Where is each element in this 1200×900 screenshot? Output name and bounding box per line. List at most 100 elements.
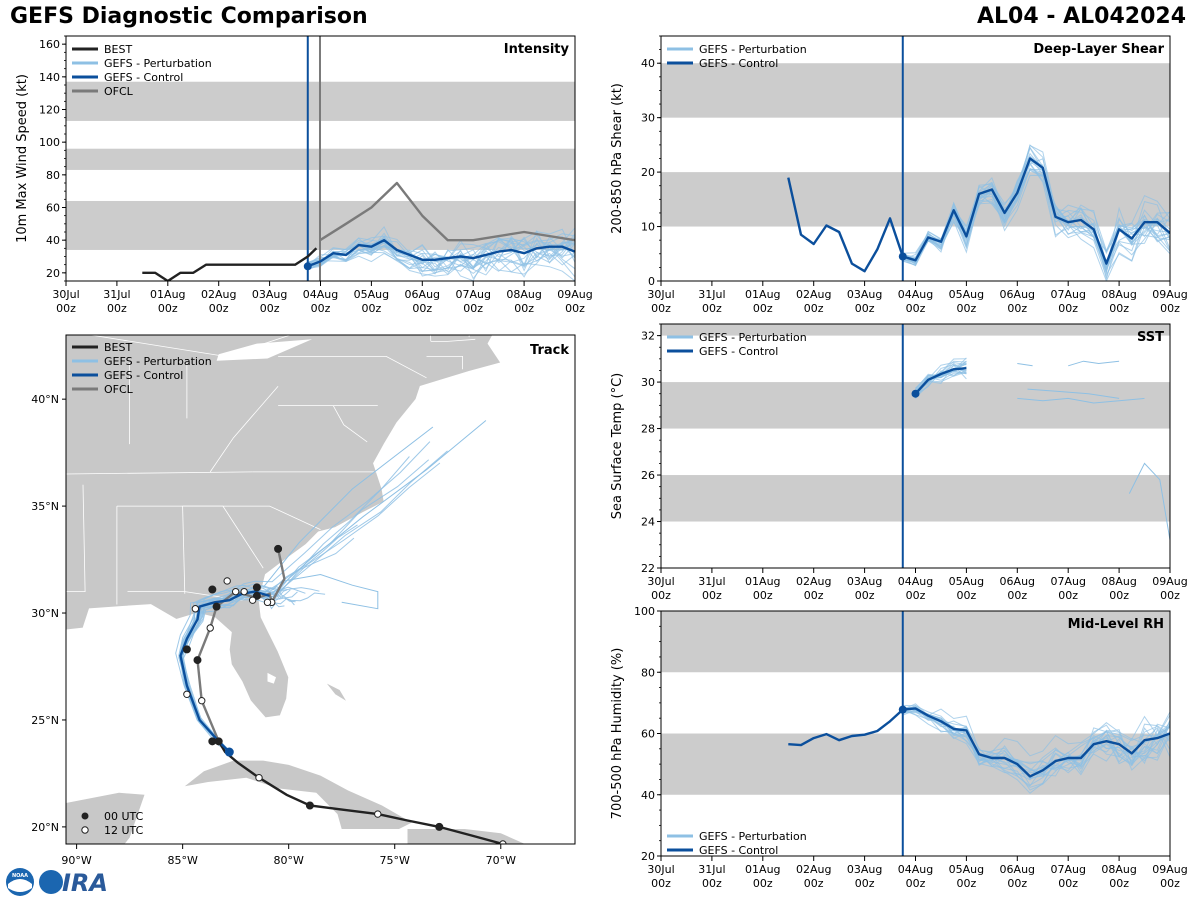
x-tick-label: 30Jul: [647, 863, 674, 876]
y-tick-label: 160: [39, 38, 60, 51]
perturbation-line: [1068, 360, 1120, 367]
land-cuba: [184, 760, 412, 829]
x-tick-hour: 00z: [957, 877, 977, 890]
x-tick-label: 06Aug: [1000, 288, 1035, 301]
cira-logo-text: IRA: [62, 869, 108, 897]
legend-label: 12 UTC: [104, 824, 144, 837]
y-tick-label: 20: [641, 850, 655, 863]
y-axis-label: Sea Surface Temp (°C): [610, 373, 625, 520]
x-tick-label: 07Aug: [1050, 575, 1085, 588]
x-tick-label: 01Aug: [745, 863, 780, 876]
figure-title: GEFS Diagnostic Comparison: [10, 4, 368, 29]
panel-title: Mid-Level RH: [1068, 617, 1164, 632]
x-tick-label: 31Jul: [698, 575, 725, 588]
legend-label: GEFS - Control: [104, 71, 183, 84]
x-tick-hour: 00z: [906, 877, 926, 890]
panel-rh: 2040608010030Jul00z31Jul00z01Aug00z02Aug…: [610, 605, 1188, 890]
x-tick-hour: 00z: [362, 302, 382, 315]
perturbation-line: [902, 706, 1170, 788]
plot-area: [66, 36, 575, 281]
x-tick-label: 90°W: [61, 854, 91, 867]
panel-track: 90°W 85°W 80°W 75°W 70°W 20°N 25°N 30°N 35°N 40°N…: [31, 334, 576, 867]
y-tick-label: 100: [39, 136, 60, 149]
cira-logo-globe: [39, 870, 63, 894]
noaa-logo-text: NOAA: [12, 873, 28, 879]
band-0: [661, 475, 1170, 522]
y-tick-label: 30°N: [31, 607, 59, 620]
x-tick-hour: 00z: [702, 589, 722, 602]
plot-area: [661, 324, 1170, 568]
x-tick-label: 05Aug: [949, 288, 984, 301]
legend-label: GEFS - Perturbation: [699, 43, 807, 56]
x-tick-hour: 00z: [1058, 589, 1078, 602]
x-tick-label: 03Aug: [847, 575, 882, 588]
x-tick-hour: 00z: [651, 302, 671, 315]
x-tick-hour: 00z: [804, 877, 824, 890]
x-tick-label: 08Aug: [1101, 863, 1136, 876]
y-tick-label: 20: [46, 267, 60, 280]
y-tick-label: 32: [641, 330, 655, 343]
x-tick-label: 05Aug: [949, 575, 984, 588]
y-tick-label: 22: [641, 562, 655, 575]
x-tick-hour: 00z: [1007, 302, 1027, 315]
plot-frame: [660, 323, 1171, 569]
panel-title: Intensity: [504, 42, 570, 57]
y-axis-label: 200-850 hPa Shear (kt): [610, 83, 625, 234]
state-border: [116, 505, 321, 530]
init-marker: [898, 252, 907, 261]
state-border: [209, 386, 279, 473]
y-tick-label: 40: [641, 789, 655, 802]
y-tick-label: 20: [641, 166, 655, 179]
y-axis-label: 700-500 hPa Humidity (%): [610, 648, 625, 820]
storm-id: AL04 - AL042024: [977, 4, 1186, 29]
plot-area: [661, 611, 1170, 856]
marker-12utc: [198, 697, 206, 705]
marker-00utc: [435, 822, 444, 831]
x-tick-hour: 00z: [311, 302, 331, 315]
x-tick-hour: 00z: [804, 589, 824, 602]
state-border: [278, 355, 427, 379]
marker-00utc: [182, 645, 191, 654]
x-tick-hour: 00z: [855, 302, 875, 315]
panel-title: Track: [530, 343, 569, 358]
x-tick-label: 75°W: [380, 854, 410, 867]
x-tick-label: 09Aug: [1152, 575, 1187, 588]
x-tick-label: 06Aug: [1000, 575, 1035, 588]
band-2: [661, 324, 1170, 336]
legend-marker-00utc: [81, 812, 89, 820]
marker-00utc: [305, 801, 314, 810]
x-tick-label: 02Aug: [796, 288, 831, 301]
x-tick-label: 30Jul: [52, 288, 79, 301]
y-tick-label: 26: [641, 469, 655, 482]
x-tick-label: 05Aug: [949, 863, 984, 876]
x-tick-hour: 00z: [1109, 589, 1129, 602]
panel-sst: 22242628303230Jul00z31Jul00z01Aug00z02Au…: [610, 323, 1188, 602]
x-tick-hour: 00z: [651, 877, 671, 890]
y-tick-label: 140: [39, 71, 60, 84]
perturbation-line: [307, 237, 575, 278]
x-tick-hour: 00z: [412, 302, 432, 315]
legend-label: GEFS - Perturbation: [699, 830, 807, 843]
marker-00utc: [212, 602, 221, 611]
x-tick-hour: 00z: [107, 302, 127, 315]
x-tick-label: 30Jul: [647, 288, 674, 301]
x-tick-label: 08Aug: [1101, 575, 1136, 588]
x-tick-label: 07Aug: [1050, 863, 1085, 876]
legend-label: OFCL: [104, 383, 134, 396]
x-tick-label: 03Aug: [847, 863, 882, 876]
y-tick-label: 40: [641, 57, 655, 70]
marker-12utc: [374, 810, 382, 818]
x-tick-hour: 00z: [906, 589, 926, 602]
panel-intensity: 2040608010012014016030Jul00z31Jul00z01Au…: [15, 35, 593, 315]
x-tick-hour: 00z: [1160, 877, 1180, 890]
y-tick-label: 60: [641, 728, 655, 741]
x-tick-hour: 00z: [158, 302, 178, 315]
y-tick-label: 100: [634, 605, 655, 618]
legend-label: OFCL: [104, 85, 134, 98]
x-tick-label: 03Aug: [847, 288, 882, 301]
x-tick-hour: 00z: [565, 302, 585, 315]
state-border: [426, 355, 464, 370]
x-tick-label: 02Aug: [796, 575, 831, 588]
x-tick-hour: 00z: [1109, 877, 1129, 890]
